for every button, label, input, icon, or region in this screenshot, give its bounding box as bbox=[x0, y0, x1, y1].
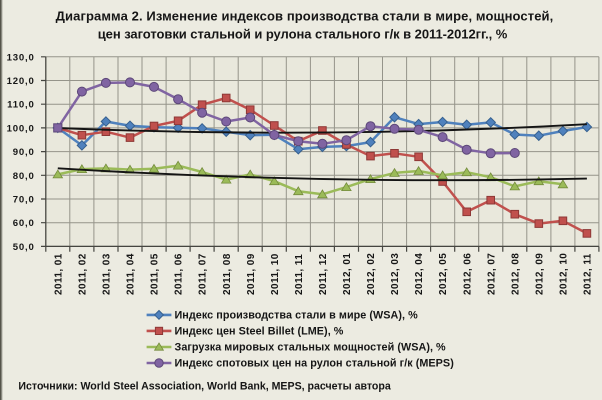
svg-text:110,0: 110,0 bbox=[7, 100, 34, 111]
svg-text:120,0: 120,0 bbox=[7, 76, 35, 87]
svg-text:2011, 03: 2011, 03 bbox=[102, 253, 113, 295]
svg-text:2011, 12: 2011, 12 bbox=[318, 253, 329, 295]
svg-text:2012, 04: 2012, 04 bbox=[414, 253, 425, 295]
svg-text:цен заготовки стальной и рулон: цен заготовки стальной и рулона стальног… bbox=[98, 27, 508, 42]
svg-text:Индекс спотовых цен на рулон с: Индекс спотовых цен на рулон стальной г/… bbox=[175, 358, 455, 370]
svg-text:2011, 05: 2011, 05 bbox=[150, 253, 161, 295]
svg-text:2012, 08: 2012, 08 bbox=[510, 253, 521, 295]
svg-text:2011, 04: 2011, 04 bbox=[126, 253, 137, 295]
svg-text:Диаграмма 2. Изменение индексо: Диаграмма 2. Изменение индексов производ… bbox=[56, 8, 554, 23]
svg-text:Индекс цен Steel Billet (LME),: Индекс цен Steel Billet (LME), % bbox=[175, 326, 344, 338]
svg-text:2011, 01: 2011, 01 bbox=[53, 253, 64, 295]
svg-text:2011, 10: 2011, 10 bbox=[270, 253, 281, 295]
svg-text:2011, 09: 2011, 09 bbox=[246, 253, 257, 295]
svg-text:2011, 02: 2011, 02 bbox=[78, 253, 89, 295]
svg-text:60,0: 60,0 bbox=[13, 218, 35, 229]
svg-text:2012, 11: 2012, 11 bbox=[583, 253, 594, 295]
svg-text:50,0: 50,0 bbox=[13, 242, 35, 253]
svg-text:2012, 02: 2012, 02 bbox=[366, 253, 377, 295]
svg-text:2011, 06: 2011, 06 bbox=[174, 253, 185, 295]
svg-text:Источники: World Steel Associa: Источники: World Steel Association, Worl… bbox=[18, 380, 390, 392]
svg-text:2011, 11: 2011, 11 bbox=[294, 254, 305, 295]
svg-text:Индекс производства стали в ми: Индекс производства стали в мире (WSA), … bbox=[175, 310, 419, 322]
svg-text:2011, 08: 2011, 08 bbox=[222, 253, 233, 295]
svg-text:90,0: 90,0 bbox=[13, 147, 35, 158]
svg-text:2012, 01: 2012, 01 bbox=[342, 253, 353, 295]
svg-text:2012, 10: 2012, 10 bbox=[559, 253, 570, 295]
svg-text:80,0: 80,0 bbox=[13, 171, 35, 182]
svg-text:2012, 07: 2012, 07 bbox=[486, 253, 497, 295]
svg-text:2012, 06: 2012, 06 bbox=[462, 253, 473, 295]
svg-text:2012, 03: 2012, 03 bbox=[390, 253, 401, 295]
svg-text:2012, 09: 2012, 09 bbox=[534, 253, 545, 295]
svg-text:2012, 05: 2012, 05 bbox=[438, 253, 449, 295]
svg-text:70,0: 70,0 bbox=[13, 195, 35, 206]
svg-text:2011, 07: 2011, 07 bbox=[198, 253, 209, 295]
svg-text:130,0: 130,0 bbox=[7, 52, 35, 63]
svg-text:100,0: 100,0 bbox=[7, 123, 35, 134]
svg-text:Загрузка мировых стальных мощн: Загрузка мировых стальных мощностей (WSA… bbox=[175, 342, 447, 354]
